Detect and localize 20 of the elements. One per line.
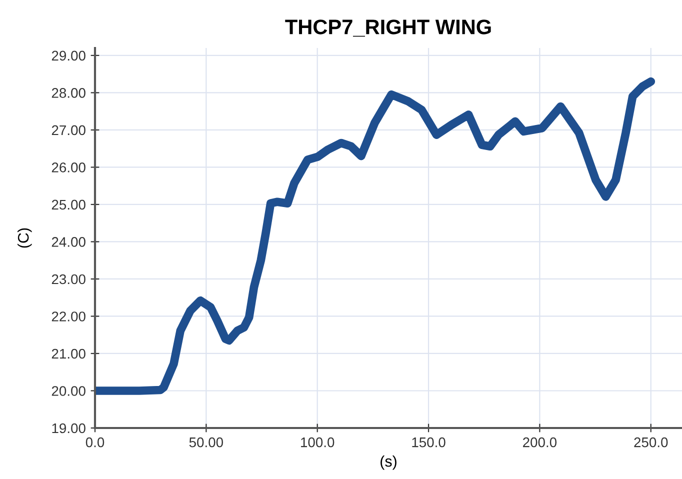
x-tick-label: 100.0: [301, 437, 334, 448]
y-tick-label: 25.00: [52, 200, 86, 210]
y-axis-title: (C): [18, 228, 32, 248]
y-tick-label: 28.00: [52, 88, 86, 98]
x-tick-label: 150.0: [412, 437, 446, 448]
y-tick-label: 27.00: [52, 125, 86, 136]
y-tick-label: 29.00: [52, 50, 86, 61]
y-tick-label: 20.00: [52, 386, 86, 396]
y-tick-label: 19.00: [52, 423, 86, 434]
x-tick-label: 200.0: [523, 437, 557, 448]
x-tick-label: 0.0: [86, 437, 104, 448]
x-tick-label: 250.0: [634, 437, 668, 448]
y-tick-label: 23.00: [52, 274, 86, 284]
y-tick-label: 21.00: [52, 348, 86, 359]
y-tick-label: 26.00: [52, 162, 86, 172]
x-axis-title: (s): [380, 456, 396, 470]
x-tick-label: 50.00: [189, 437, 224, 448]
y-tick-label: 22.00: [52, 312, 86, 322]
y-tick-label: 24.00: [52, 237, 86, 247]
chart-title: THCP7_RIGHT WING: [285, 20, 491, 37]
